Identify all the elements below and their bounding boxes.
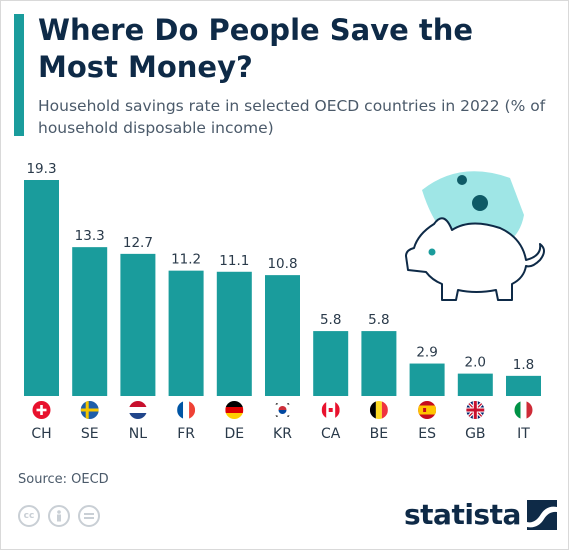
attribution-icon[interactable]: [48, 505, 70, 527]
bar-de: [216, 271, 252, 396]
source-note: Source: OECD: [18, 472, 109, 487]
data-label-de: 11.1: [219, 253, 249, 269]
tick-label-kr: KR: [273, 426, 292, 442]
tick-label-nl: NL: [129, 426, 147, 442]
data-label-ca: 5.8: [320, 312, 341, 328]
bar-ch: [24, 180, 59, 396]
cc-icon[interactable]: cc: [18, 505, 40, 527]
bar-it: [506, 375, 541, 396]
uk-flag-icon: [466, 401, 485, 419]
bar-chart: 19.3 CH 13.3 SE 12.7 NL 11.2 FR 11.1 DE 10.8 KR 5.8 C…: [24, 161, 541, 442]
data-label-gb: 2.0: [465, 355, 486, 371]
statista-brand[interactable]: statista: [404, 498, 557, 531]
netherlands-flag-icon: [128, 401, 147, 419]
bar-fr: [168, 270, 204, 396]
license-icons: cc: [18, 505, 100, 527]
south-korea-flag-icon: [273, 401, 292, 419]
tick-label-es: ES: [418, 426, 436, 442]
switzerland-flag-icon: [32, 401, 51, 419]
bar-es: [409, 363, 445, 396]
data-label-se: 13.3: [75, 228, 105, 244]
belgium-flag-icon: [369, 401, 388, 419]
canada-flag-icon: [321, 401, 340, 419]
tick-label-de: DE: [224, 426, 244, 442]
chart-title: Where Do People Save the Most Money?: [38, 13, 474, 84]
no-derivatives-icon[interactable]: [78, 505, 100, 527]
piggy-bank-icon: [405, 171, 545, 301]
bar-be: [361, 331, 397, 396]
statista-logo-icon: [526, 499, 557, 530]
data-label-it: 1.8: [513, 357, 534, 373]
chart-subtitle: Household savings rate in selected OECD …: [38, 97, 546, 137]
bar-se: [72, 247, 108, 396]
data-label-kr: 10.8: [267, 256, 297, 272]
title-accent-bar: [14, 14, 24, 136]
data-label-be: 5.8: [368, 312, 389, 328]
tick-label-se: SE: [81, 426, 99, 442]
italy-flag-icon: [514, 401, 533, 419]
data-label-fr: 11.2: [171, 252, 201, 268]
statista-wordmark: statista: [404, 498, 521, 531]
tick-label-fr: FR: [177, 426, 195, 442]
spain-flag-icon: [418, 401, 437, 419]
germany-flag-icon: [225, 401, 244, 419]
data-label-ch: 19.3: [26, 161, 56, 177]
tick-label-gb: GB: [465, 426, 485, 442]
sweden-flag-icon: [80, 401, 99, 419]
tick-label-ca: CA: [321, 426, 341, 442]
data-label-nl: 12.7: [123, 235, 153, 251]
bar-nl: [120, 253, 156, 396]
france-flag-icon: [177, 401, 196, 419]
tick-label-ch: CH: [31, 426, 51, 442]
bar-gb: [457, 373, 493, 396]
bar-ca: [313, 331, 349, 396]
bar-kr: [265, 275, 300, 396]
tick-label-it: IT: [517, 426, 530, 442]
tick-label-be: BE: [370, 426, 388, 442]
data-label-es: 2.9: [416, 345, 437, 361]
